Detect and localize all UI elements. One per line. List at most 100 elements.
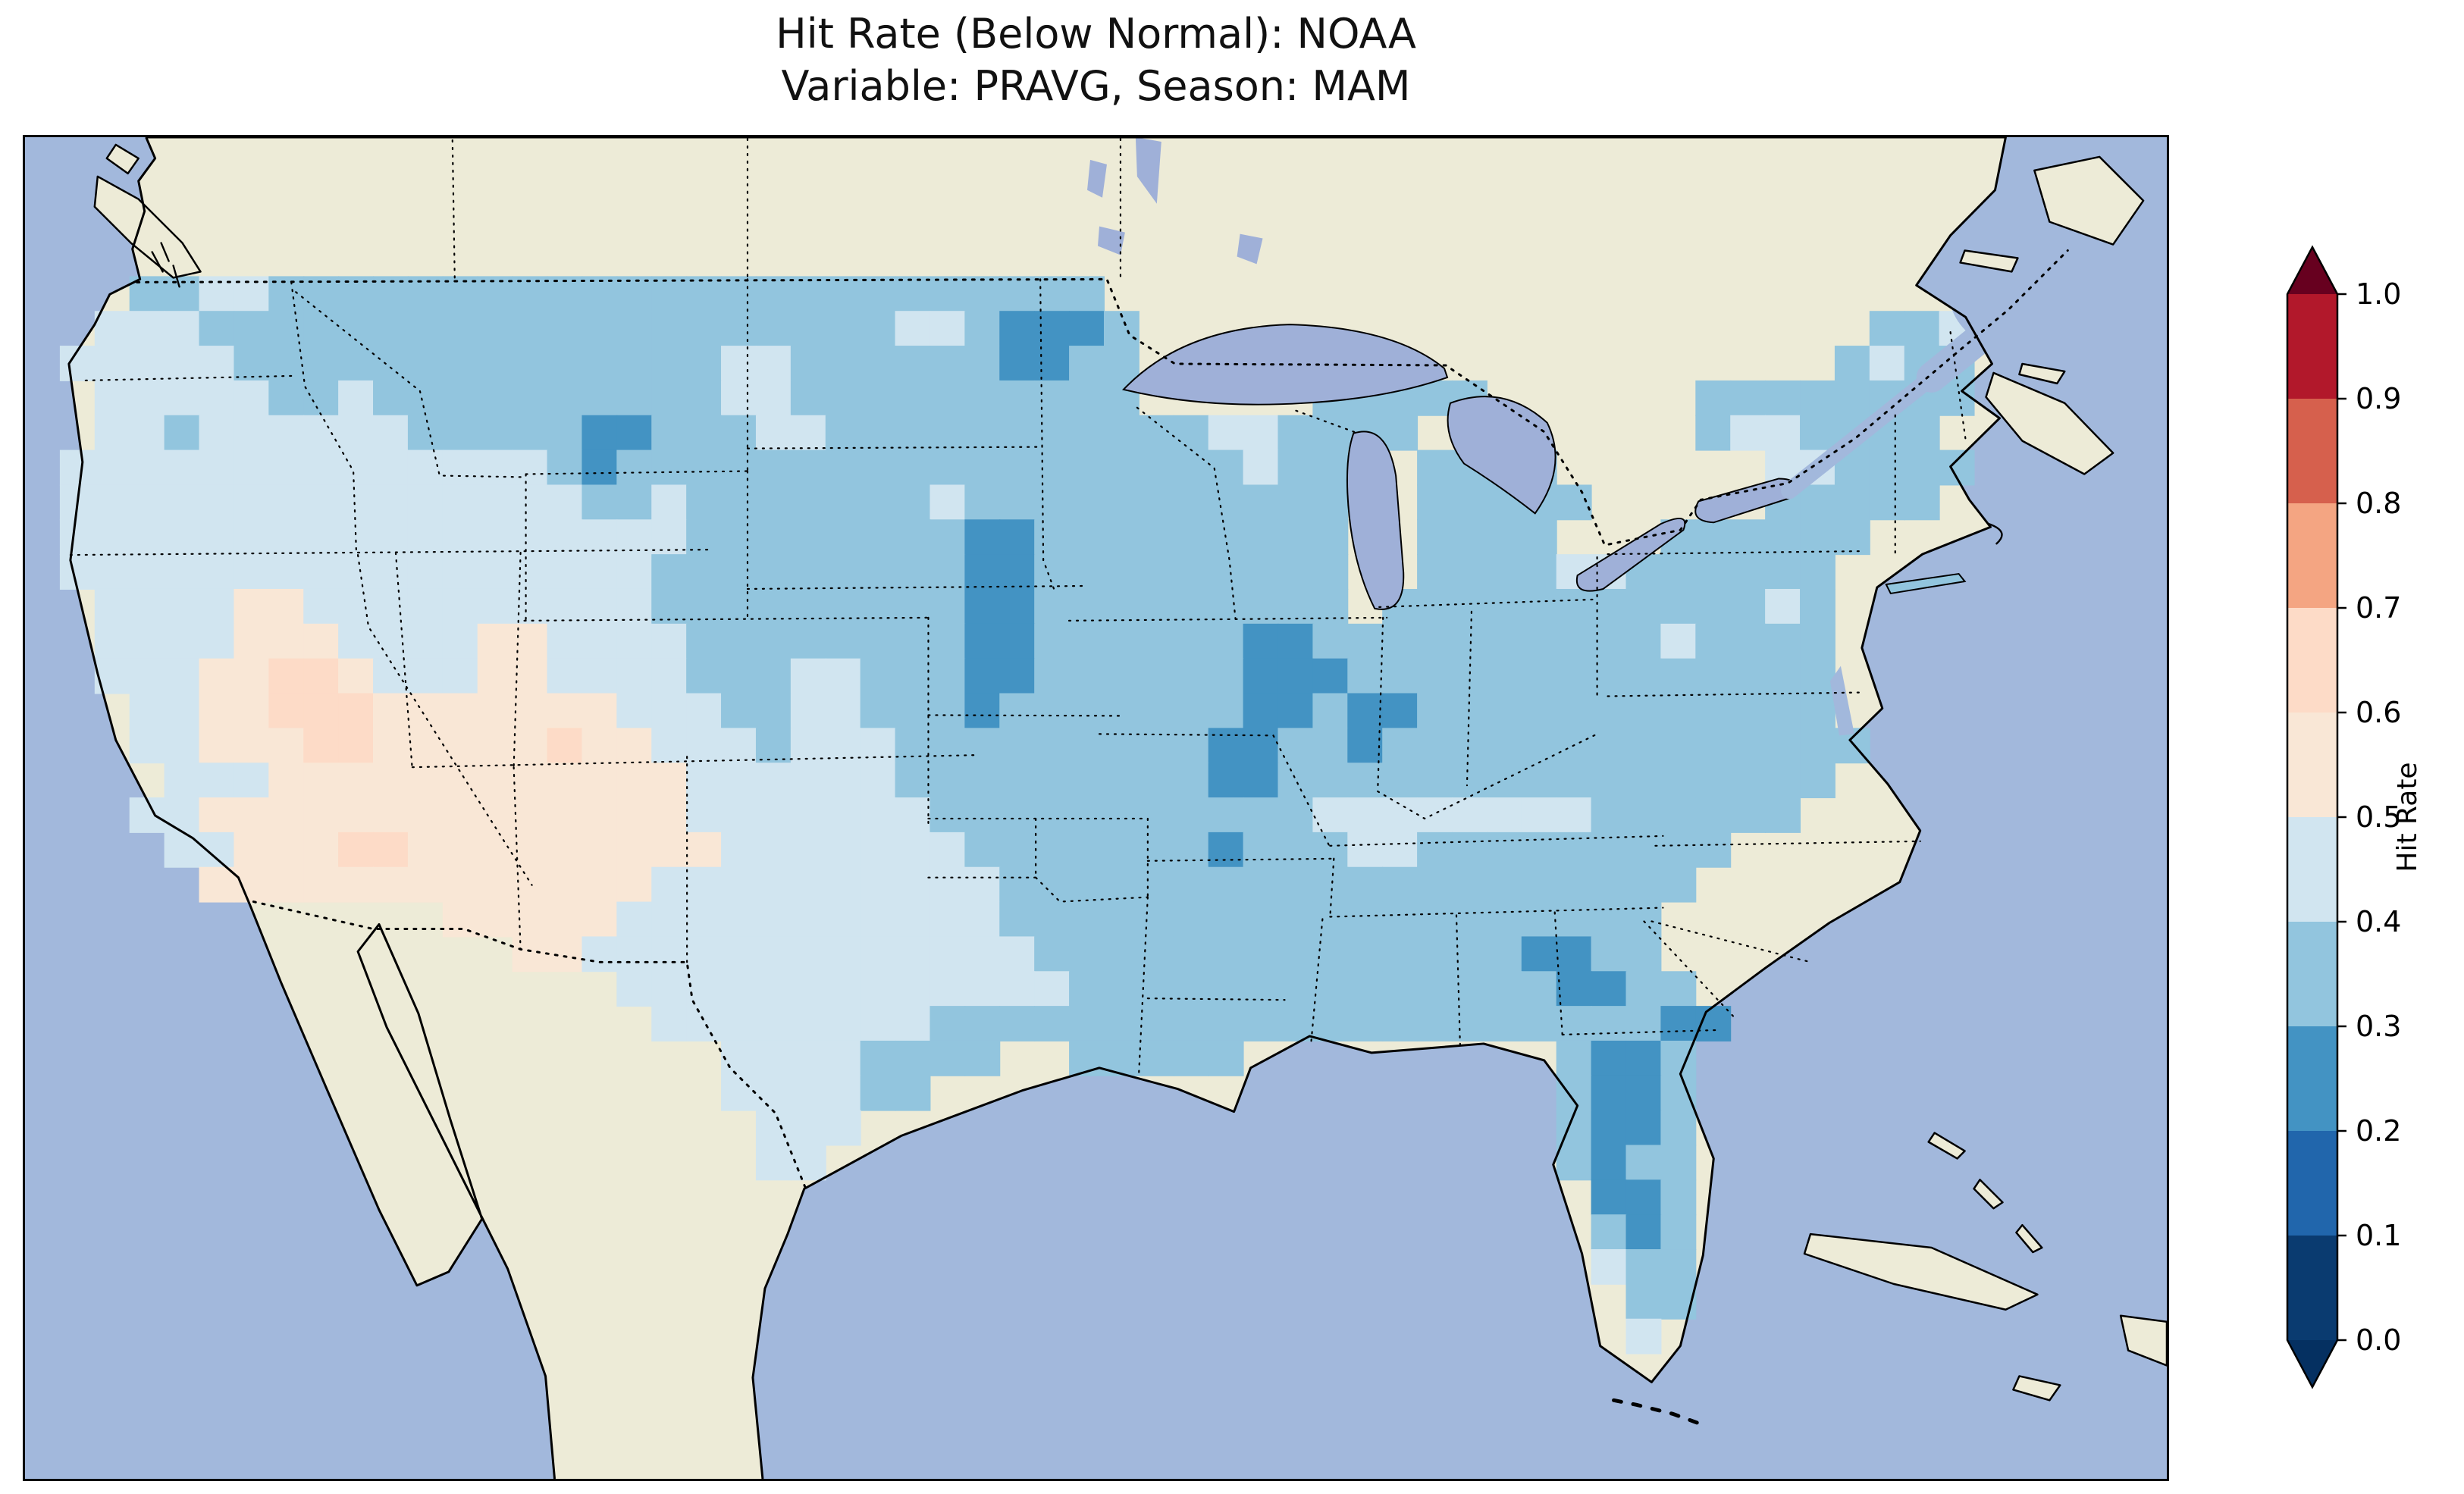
grid-cell [1904,449,1940,486]
grid-cell [651,797,688,833]
grid-cell [755,936,792,973]
coastline [67,137,2007,1479]
grid-cell [895,311,931,347]
grid-cell [686,866,723,903]
grid-cell [1173,936,1209,973]
grid-cell [477,588,513,625]
grid-cell [582,484,618,521]
grid-cell [1382,728,1419,764]
grid-cell [790,901,826,938]
grid-cell [373,728,409,764]
grid-cell [686,311,723,347]
grid-cell [755,693,792,729]
grid-cell [1277,554,1314,590]
grid-cell [442,693,478,729]
grid-cell [929,415,966,451]
grid-cell [825,658,861,694]
grid-cell [1138,1006,1174,1041]
grid-cell [1069,797,1105,833]
grid-cell [1625,1075,1662,1111]
grid-cell [1103,936,1140,973]
grid-cell [1034,866,1071,903]
grid-cell [512,588,548,625]
grid-cell [1069,519,1105,556]
grid-cell [895,415,931,451]
lake-winnipeg [1135,137,1161,204]
grid-cell [1069,380,1105,416]
grid-cell [755,832,792,868]
grid-cell [860,484,896,521]
grid-cell [929,832,966,868]
grid-cell [1069,658,1105,694]
grid-cell [1208,763,1244,799]
grid-cell [964,1040,1001,1076]
grid-cell [129,588,165,625]
grid-cell [303,415,340,451]
grid-cell [338,763,375,799]
grid-cell [582,623,618,659]
grid-cell [582,554,618,590]
grid-cell [373,623,409,659]
grid-cell [1660,1075,1697,1111]
grid-cell [860,1075,896,1111]
grid-cell [1521,1006,1557,1041]
grid-cell [1069,1040,1105,1076]
vancouver-island [93,175,202,279]
lake-of-the-woods [1097,226,1125,255]
grid-cell [303,866,340,903]
grid-cell [860,1006,896,1041]
grid-cell [477,901,513,938]
grid-cell [547,832,583,868]
grid-cell [1765,763,1801,799]
grid-cell [860,623,896,659]
grid-cell [1034,484,1071,521]
grid-cell [1277,866,1314,903]
grid-cell [1173,728,1209,764]
grid-cell [442,449,478,486]
grid-cell [407,554,444,590]
grid-cell [825,1110,861,1146]
grid-cell [1312,797,1349,833]
grid-cell [616,936,653,973]
grid-cell [825,936,861,973]
grid-cell [1347,693,1384,729]
colorbar-tick-label: 0.1 [2356,1219,2401,1252]
grid-cell [1208,832,1244,868]
colorbar-segment [2287,922,2337,1027]
coast-detail-strokes [151,242,2003,545]
grid-cell [1800,763,1835,799]
grid-cell [686,449,723,486]
grid-cell [1312,866,1349,903]
grid-cell [1277,415,1314,451]
grid-cell [929,588,966,625]
grid-cell [164,484,200,521]
grid-cell [1277,728,1314,764]
grid-cell [1034,380,1071,416]
grid-cell [1765,797,1801,833]
grid-cell [373,415,409,451]
grid-cell [1034,658,1071,694]
grid-cell [547,763,583,799]
grid-cell [442,901,478,938]
grid-cell [338,415,375,451]
grid-cell [1208,1040,1244,1076]
grid-cell [1695,832,1732,868]
grid-cell [1625,1283,1662,1320]
grid-cell [964,832,1001,868]
grid-cell [303,554,340,590]
grid-cell [616,276,653,312]
grid-cell [929,311,966,347]
grid-cell [1034,554,1071,590]
grid-cell [373,866,409,903]
grid-cell [651,693,688,729]
grid-cell [895,901,931,938]
grid-cell [129,449,165,486]
grid-cell [1243,449,1279,486]
grid-cell [1417,588,1453,625]
grid-cell [1208,693,1244,729]
grid-cell [755,519,792,556]
lake-manitoba [1087,159,1107,198]
grid-cell [1243,519,1279,556]
grid-cell [1243,866,1279,903]
grid-cell [94,346,130,381]
